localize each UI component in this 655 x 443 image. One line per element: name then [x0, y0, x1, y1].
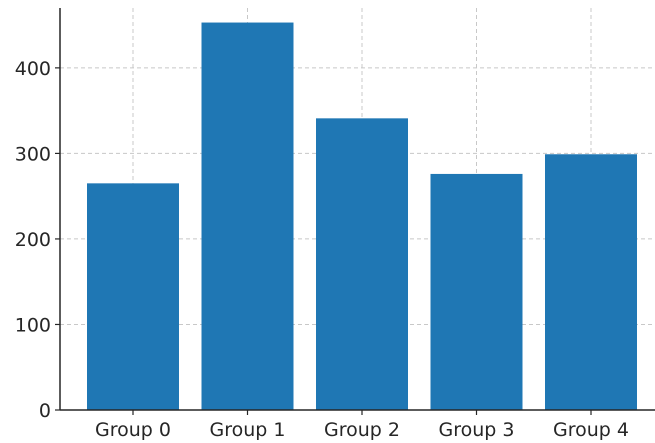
bar-group-2: [316, 118, 408, 410]
x-tick-label: Group 3: [439, 419, 515, 441]
x-tick-label: Group 4: [553, 419, 629, 441]
y-tick-label: 200: [15, 229, 51, 251]
x-tick-label: Group 1: [210, 419, 286, 441]
axis-layer: [59, 8, 655, 411]
x-tick-label: Group 0: [95, 419, 171, 441]
bar-group-4: [545, 154, 637, 410]
y-tick-label: 100: [15, 314, 51, 336]
y-tick-label: 400: [15, 58, 51, 80]
bar-layer: [87, 22, 637, 410]
bar-group-1: [201, 22, 294, 410]
y-tick-labels: 0 100 200 300 400: [15, 58, 60, 422]
y-tick-label: 300: [15, 143, 51, 165]
y-tick-label: 0: [39, 400, 51, 422]
x-tick-label: Group 2: [324, 419, 400, 441]
bar-group-0: [87, 183, 179, 410]
bar-group-3: [430, 173, 523, 410]
x-tick-labels: Group 0 Group 1 Group 2 Group 3 Group 4: [95, 410, 629, 441]
